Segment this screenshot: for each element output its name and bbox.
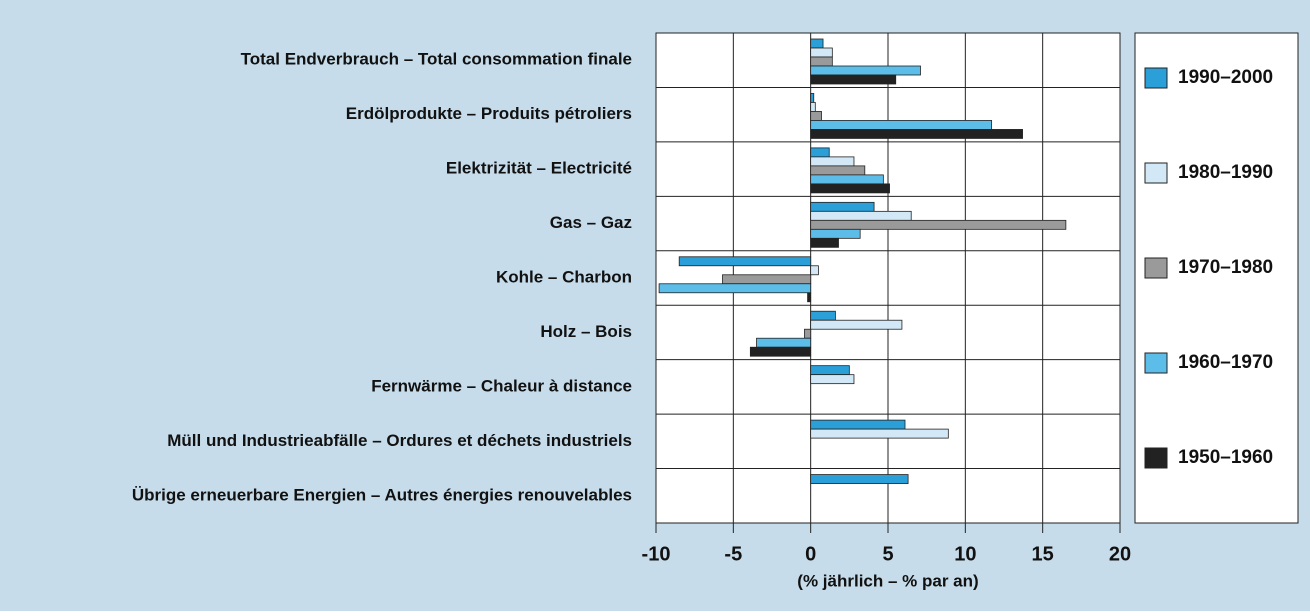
bar [678,256,812,267]
bar [810,102,816,112]
bar [810,474,909,484]
bar [810,237,839,248]
x-axis-label: (% jährlich – % par an) [797,571,978,590]
category-label: Elektrizität – Electricité [446,159,632,178]
bar [810,428,949,439]
bar [810,219,1067,230]
category-label: Kohle – Charbon [496,267,632,286]
legend-swatch [1144,257,1168,279]
bar [749,346,812,357]
x-tick-label: -5 [724,543,742,565]
bar [810,310,836,321]
category-label: Total Endverbrauch – Total consommation … [241,50,632,69]
bar [810,165,866,176]
x-tick-label: 10 [954,543,976,565]
bar [810,65,921,76]
bar [810,120,993,130]
legend-swatch [1144,352,1168,374]
x-tick-label: 15 [1032,543,1054,565]
bar [810,265,819,276]
legend-label: 1970–1980 [1178,257,1273,278]
category-label: Gas – Gaz [550,213,632,232]
bar [810,228,861,239]
bar [810,365,850,376]
bar [810,129,1023,139]
bar [807,292,812,303]
bar [810,156,855,167]
bar [810,74,897,85]
bar [810,93,815,103]
bar [810,319,903,330]
category-label: Müll und Industrieabfälle – Ordures et d… [167,431,632,450]
legend-swatch [1144,67,1168,89]
bar [810,147,830,158]
bar [810,38,824,49]
bar [722,274,812,285]
legend-label: 1960–1970 [1178,352,1273,373]
bar [810,47,833,58]
bar [810,183,890,194]
category-label: Holz – Bois [540,322,632,341]
legend-swatch [1144,162,1168,184]
x-tick-label: 5 [882,543,893,565]
legend-label: 1990–2000 [1178,67,1273,88]
x-tick-label: -10 [642,543,671,565]
bar [810,419,906,430]
bar [810,56,833,67]
x-tick-label: 0 [805,543,816,565]
bar [658,283,812,294]
bar [810,374,855,385]
bar [810,174,884,185]
x-tick-label: 20 [1109,543,1131,565]
category-label: Erdölprodukte – Produits pétroliers [346,104,632,123]
bar [756,337,812,348]
category-label: Übrige erneuerbare Energien – Autres éne… [132,485,632,504]
category-label: Fernwärme – Chaleur à distance [371,376,632,395]
bar [810,210,912,221]
bar [804,328,812,339]
legend-label: 1980–1990 [1178,162,1273,183]
bar [810,201,875,212]
bar [810,111,822,121]
legend-swatch [1144,447,1168,469]
legend-label: 1950–1960 [1178,447,1273,468]
